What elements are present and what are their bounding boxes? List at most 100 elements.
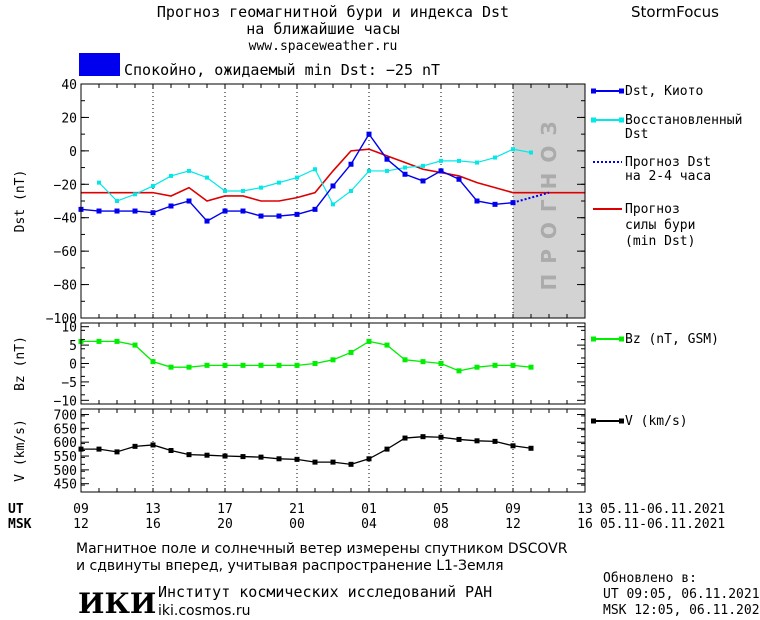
bz-point [438, 361, 444, 366]
msk-tick-label: 16 [577, 517, 593, 532]
restored-dst-point [187, 168, 191, 173]
bz-point [528, 364, 534, 370]
restored-dst-point [115, 199, 119, 203]
bz-point [492, 362, 498, 368]
restored-dst-point [367, 168, 371, 173]
legend-v: V (km/s) [625, 414, 688, 429]
ut-tick-label: 17 [217, 502, 233, 517]
dst-kyoto-point [438, 168, 444, 174]
bz-point [330, 357, 336, 363]
bz-point [420, 359, 426, 365]
restored-dst-point [223, 188, 227, 193]
legend-bz-swatch-marker [619, 336, 624, 342]
v-y-axis-label: V (km/s) [13, 419, 28, 482]
msk-tick-label: 08 [433, 517, 449, 532]
ut-axis-label: UT [8, 502, 24, 517]
legend-storm-line1: Прогноз [625, 202, 680, 217]
bz-point [240, 362, 246, 368]
restored-dst-point [457, 158, 461, 163]
dst-kyoto-point [240, 208, 246, 214]
institute-site[interactable]: iki.cosmos.ru [158, 603, 250, 619]
legend-bz: Bz (nT, GSM) [625, 332, 719, 347]
y-tick-label: −5 [61, 376, 77, 391]
y-tick-label: 40 [61, 78, 77, 93]
solar-wind-speed-point [186, 452, 192, 458]
ut-tick-label: 13 [577, 502, 593, 517]
forecast-band [513, 84, 585, 318]
solar-wind-speed-point [348, 461, 354, 467]
bz-point [474, 364, 480, 370]
solar-wind-speed-point [204, 452, 210, 458]
brand-label: StormFocus [631, 3, 719, 21]
msk-axis-label: MSK [8, 517, 32, 532]
dst-kyoto-point [258, 213, 264, 219]
forecast-band-label: ПРОГНОЗ [537, 111, 561, 290]
dst-kyoto-point [222, 208, 228, 214]
v-plot-frame [80, 408, 586, 493]
dst-kyoto-point [168, 203, 174, 209]
dst-kyoto-point [96, 208, 102, 214]
legend-forecast-line1: Прогноз Dst [625, 155, 711, 170]
dst-kyoto-point [186, 198, 192, 204]
bz-point [96, 338, 102, 344]
restored-dst-point [439, 158, 443, 163]
dst-kyoto-point [114, 208, 120, 214]
dst-kyoto-point [204, 218, 210, 224]
legend-storm-line3: (min Dst) [625, 234, 695, 249]
dst-kyoto-point [492, 201, 498, 207]
restored-dst-point [241, 188, 245, 193]
solar-wind-speed-point [528, 445, 534, 451]
bz-y-axis-label: Bz (nT) [13, 336, 28, 391]
dst-plot-frame [80, 83, 586, 319]
solar-wind-speed-point [276, 456, 282, 462]
legend-restored-swatch-marker [591, 117, 596, 123]
dst-kyoto-point [384, 156, 390, 162]
solar-wind-speed-point [492, 438, 498, 444]
bz-point [222, 362, 228, 368]
legend-restored-swatch-marker [619, 117, 624, 123]
ut-tick-label: 09 [73, 502, 89, 517]
institute-name: Институт космических исследований РАН [158, 583, 492, 601]
y-tick-label: 10 [61, 321, 77, 336]
ut-tick-label: 05 [433, 502, 449, 517]
legend-restored-line1: Восстановленный [625, 113, 742, 128]
bz-point [456, 368, 462, 374]
msk-tick-label: 16 [145, 517, 161, 532]
solar-wind-speed-line [81, 436, 532, 465]
updated-msk: MSK 12:05, 06.11.2021 [603, 603, 760, 618]
restored-dst-point [277, 180, 281, 185]
bz-point [384, 342, 390, 348]
legend-v-swatch-marker [591, 418, 596, 424]
restored-dst-point [421, 163, 425, 168]
restored-dst-point [493, 155, 497, 160]
bz-point [204, 362, 210, 368]
solar-wind-speed-point [384, 446, 390, 452]
restored-dst-point [385, 168, 389, 173]
solar-wind-speed-point [438, 434, 444, 440]
bz-point [312, 361, 318, 366]
website-link[interactable]: www.spaceweather.ru [249, 39, 398, 54]
y-tick-label: −60 [54, 245, 77, 260]
restored-dst-point [205, 175, 209, 180]
y-tick-label: 500 [54, 464, 77, 479]
dst-kyoto-point [276, 213, 282, 219]
bz-point [294, 362, 300, 368]
footer-note-line2: и сдвинуты вперед, учитывая распростране… [76, 558, 504, 574]
bz-line [81, 340, 532, 372]
solar-wind-speed-point [402, 435, 408, 441]
legend-storm-line2: силы бури [625, 218, 695, 233]
bz-point [258, 362, 264, 368]
status-text: Спокойно, ожидаемый min Dst: −25 nT [124, 61, 440, 79]
dst-kyoto-point [474, 198, 480, 204]
solar-wind-speed-point [330, 459, 336, 465]
ut-tick-label: 13 [145, 502, 161, 517]
y-tick-label: 700 [54, 409, 77, 424]
dst-kyoto-point [402, 171, 408, 177]
dst-kyoto-point [348, 161, 354, 167]
storm-forecast-line [81, 148, 585, 202]
bz-plot-frame [80, 322, 586, 405]
solar-wind-speed-point [258, 454, 264, 460]
